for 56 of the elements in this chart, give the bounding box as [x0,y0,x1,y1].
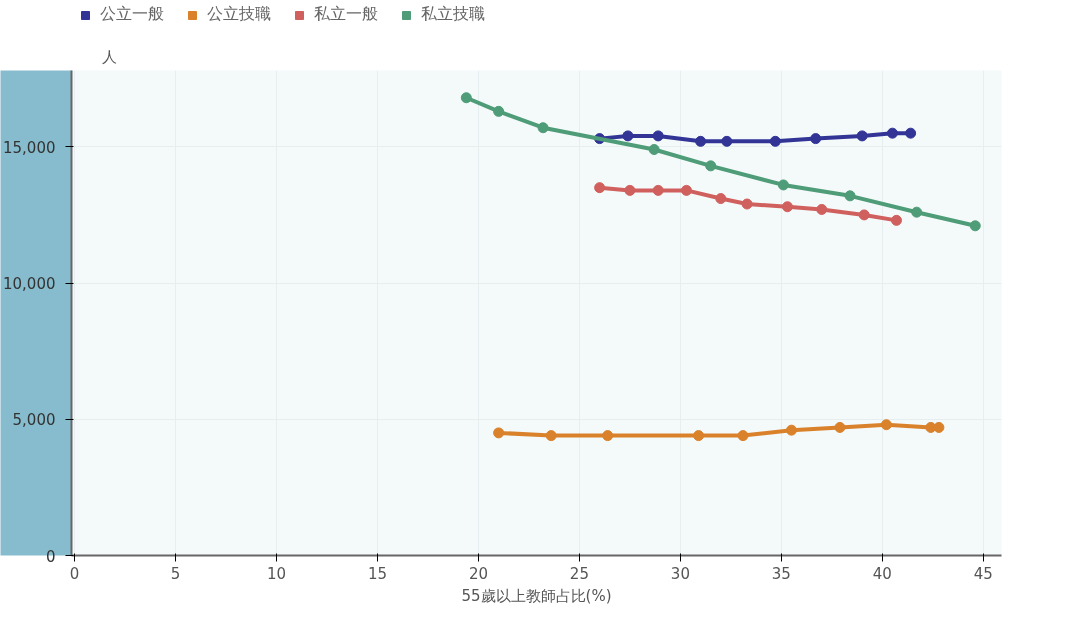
point [844,190,856,202]
point [652,130,664,142]
x-tick-label: 40 [872,564,892,583]
point [537,122,549,134]
point [652,184,664,196]
x-tick-label: 20 [468,564,488,583]
point [594,182,606,194]
point [602,430,614,442]
y-axis-title: 人 [101,47,117,66]
point [741,198,753,210]
point [769,135,781,147]
point [856,130,868,142]
point [969,220,981,232]
legend-label: 私立技職 [421,4,485,25]
x-tick-label: 5 [170,564,181,583]
y-tick-label: 10,000 [3,275,56,294]
point [905,127,917,139]
point [890,214,902,226]
point [781,201,793,213]
point [695,135,707,147]
point [705,160,717,172]
point [545,430,557,442]
point [721,135,733,147]
point [680,184,692,196]
point [460,92,472,104]
point [648,144,660,156]
point [810,133,822,145]
point [834,421,846,433]
y-tick-label: 5,000 [12,411,56,430]
point [858,209,870,221]
legend-label: 公立技職 [207,4,271,25]
point [622,130,634,142]
x-tick-label: 10 [266,564,287,583]
point [816,203,828,215]
point [693,430,705,442]
point [737,430,749,442]
x-tick-label: 0 [69,564,80,583]
point [886,127,898,139]
point [715,193,727,205]
x-axis-title: 55歲以上教師占比(%) [461,586,612,605]
point [880,419,892,431]
x-tick-label: 30 [670,564,690,583]
x-tick-label: 25 [569,564,589,583]
point [777,179,789,191]
point [624,184,636,196]
point [785,424,797,436]
x-tick-label: 35 [771,564,791,583]
legend-label: 公立一般 [100,4,164,25]
x-tick-label: 15 [367,564,388,583]
point [493,427,505,439]
y-tick-label: 15,000 [3,138,56,157]
point [933,421,945,433]
point [911,206,923,218]
x-tick-label: 45 [973,564,993,583]
point [493,105,505,117]
legend-label: 私立一般 [314,4,378,25]
